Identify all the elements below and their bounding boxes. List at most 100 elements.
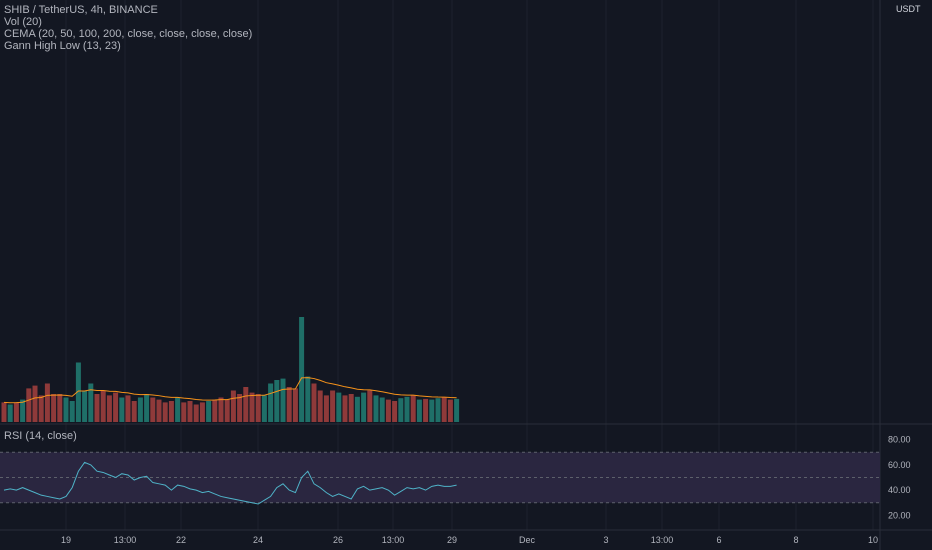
- volume-bar: [119, 397, 125, 422]
- volume-bar: [305, 376, 311, 422]
- x-tick-label: 22: [176, 535, 186, 545]
- volume-bar: [230, 390, 236, 422]
- symbol-title[interactable]: SHIB / TetherUS, 4h, BINANCE: [4, 4, 158, 16]
- volume-bars: [1, 317, 460, 422]
- volume-bar: [7, 404, 13, 422]
- x-tick-label: 6: [716, 535, 721, 545]
- volume-bar: [330, 390, 336, 422]
- x-tick-label: 29: [447, 535, 457, 545]
- volume-bar: [88, 383, 94, 422]
- rsi-line: [3, 461, 457, 505]
- volume-bar: [32, 385, 38, 422]
- volume-bar: [447, 399, 453, 422]
- volume-bar: [193, 404, 199, 422]
- volume-bar: [181, 402, 187, 422]
- volume-bar: [423, 398, 429, 422]
- volume-bar: [348, 394, 354, 422]
- volume-bar: [286, 387, 292, 422]
- volume-bar: [156, 399, 162, 422]
- volume-bar: [336, 392, 342, 422]
- volume-bar: [144, 394, 150, 422]
- volume-bar: [224, 399, 230, 422]
- volume-bar: [13, 402, 19, 422]
- volume-bar: [113, 392, 119, 422]
- volume-bar: [94, 394, 100, 422]
- volume-bar: [398, 398, 404, 422]
- x-tick-label: 19: [61, 535, 71, 545]
- volume-bar: [354, 396, 360, 422]
- volume-bar: [69, 401, 75, 422]
- volume-bar: [131, 401, 137, 422]
- volume-bar: [435, 398, 441, 422]
- volume-bar: [292, 388, 298, 422]
- volume-bar: [1, 402, 7, 422]
- volume-bar: [268, 383, 274, 422]
- volume-bar: [199, 402, 205, 422]
- volume-bar: [342, 395, 348, 422]
- rsi-tick-label: 60.00: [888, 460, 911, 470]
- volume-bar: [168, 401, 174, 422]
- volume-bar: [311, 383, 317, 422]
- volume-bar: [373, 395, 379, 422]
- volume-bar: [38, 395, 44, 422]
- volume-bar: [317, 390, 323, 422]
- rsi-tick-label: 80.00: [888, 435, 911, 445]
- volume-bar: [175, 397, 181, 422]
- x-tick-label: 3: [603, 535, 608, 545]
- volume-bar: [416, 399, 422, 422]
- volume-ma-line: [3, 377, 457, 404]
- volume-bar: [367, 390, 373, 422]
- x-tick-label: 13:00: [651, 535, 674, 545]
- rsi-title: RSI (14, close): [4, 430, 77, 442]
- volume-bar: [218, 397, 224, 422]
- volume-bar: [410, 395, 416, 422]
- volume-bar: [441, 397, 447, 422]
- rsi-tick-label: 20.00: [888, 510, 911, 520]
- rsi-tick-label: 40.00: [888, 485, 911, 495]
- volume-bar: [187, 401, 193, 422]
- rsi-legend[interactable]: RSI (14, close): [4, 430, 77, 442]
- volume-bar: [429, 399, 435, 422]
- volume-bar: [162, 402, 168, 422]
- volume-bar: [255, 394, 261, 422]
- x-axis[interactable]: 19 13:00 22 24 26 13:00 29 Dec 3 13:00 6 8 10: [61, 535, 878, 545]
- x-tick-label: Dec: [519, 535, 536, 545]
- legend-gann[interactable]: Gann High Low (13, 23): [4, 40, 121, 52]
- volume-bar: [274, 380, 280, 422]
- volume-bar: [243, 387, 249, 422]
- volume-bar: [75, 362, 81, 422]
- volume-bar: [57, 394, 63, 422]
- volume-bar: [323, 395, 329, 422]
- y-axis[interactable]: 0.000052000.000050000.000048000.00004600…: [888, 0, 932, 521]
- volume-bar: [379, 397, 385, 422]
- legend: SHIB / TetherUS, 4h, BINANCE Vol (20) CE…: [4, 4, 252, 52]
- x-tick-label: 10: [868, 535, 878, 545]
- x-tick-label: 13:00: [114, 535, 137, 545]
- volume-bar: [82, 390, 88, 422]
- volume-bar: [385, 399, 391, 422]
- volume-bar: [454, 398, 460, 422]
- volume-bar: [106, 395, 112, 422]
- volume-bar: [44, 383, 50, 422]
- volume-bar: [280, 378, 286, 422]
- currency-label[interactable]: USDT: [896, 4, 921, 14]
- legend-cema[interactable]: CEMA (20, 50, 100, 200, close, close, cl…: [4, 28, 253, 40]
- volume-bar: [212, 399, 218, 422]
- volume-bar: [404, 396, 410, 422]
- volume-bar: [237, 394, 243, 422]
- volume-bar: [137, 397, 143, 422]
- legend-vol[interactable]: Vol (20): [4, 16, 42, 28]
- volume-bar: [125, 395, 131, 422]
- x-tick-label: 13:00: [382, 535, 405, 545]
- volume-bar: [261, 395, 267, 422]
- volume-bar: [392, 401, 398, 422]
- x-tick-label: 26: [333, 535, 343, 545]
- volume-bar: [26, 388, 32, 422]
- volume-bar: [100, 390, 106, 422]
- volume-bar: [206, 401, 212, 422]
- volume-bar: [51, 394, 57, 422]
- x-tick-label: 24: [253, 535, 263, 545]
- volume-bar: [20, 399, 26, 422]
